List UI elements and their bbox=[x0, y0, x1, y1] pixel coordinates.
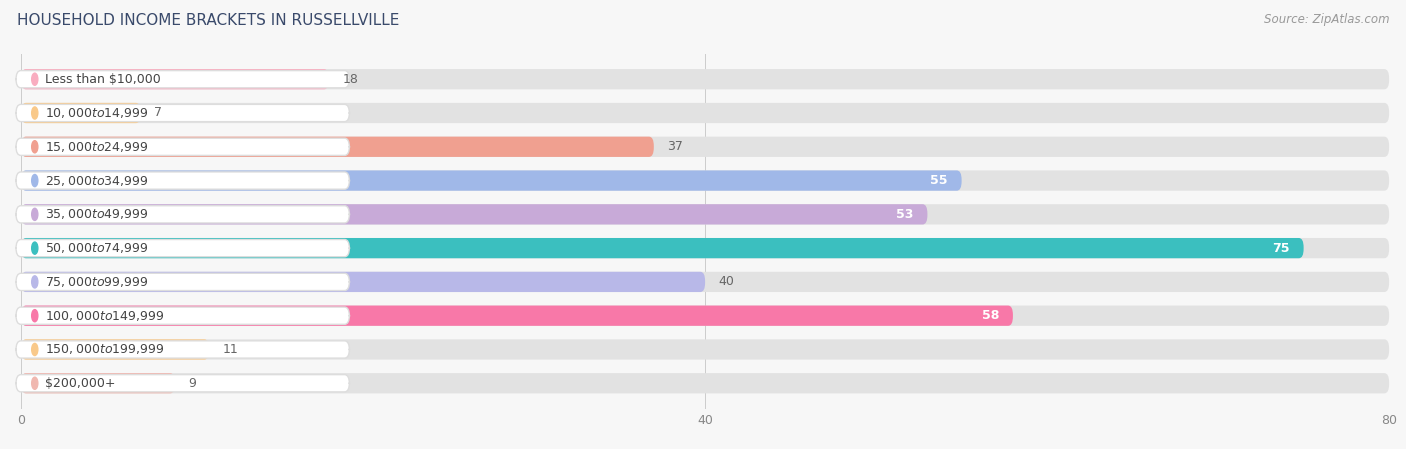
FancyBboxPatch shape bbox=[21, 171, 962, 191]
FancyBboxPatch shape bbox=[21, 339, 1389, 360]
FancyBboxPatch shape bbox=[21, 204, 928, 224]
FancyBboxPatch shape bbox=[21, 69, 329, 89]
Circle shape bbox=[32, 208, 38, 220]
Circle shape bbox=[32, 107, 38, 119]
FancyBboxPatch shape bbox=[21, 373, 1389, 393]
Text: Less than $10,000: Less than $10,000 bbox=[45, 73, 160, 86]
FancyBboxPatch shape bbox=[21, 306, 1012, 326]
FancyBboxPatch shape bbox=[15, 70, 350, 88]
Text: 11: 11 bbox=[224, 343, 239, 356]
Text: 58: 58 bbox=[981, 309, 1000, 322]
Circle shape bbox=[32, 73, 38, 85]
Circle shape bbox=[32, 141, 38, 153]
FancyBboxPatch shape bbox=[21, 272, 706, 292]
FancyBboxPatch shape bbox=[21, 339, 209, 360]
Text: 18: 18 bbox=[343, 73, 359, 86]
FancyBboxPatch shape bbox=[21, 171, 1389, 191]
Text: 9: 9 bbox=[188, 377, 197, 390]
Circle shape bbox=[32, 175, 38, 187]
FancyBboxPatch shape bbox=[21, 238, 1389, 258]
Text: $15,000 to $24,999: $15,000 to $24,999 bbox=[45, 140, 149, 154]
FancyBboxPatch shape bbox=[15, 374, 350, 392]
Text: HOUSEHOLD INCOME BRACKETS IN RUSSELLVILLE: HOUSEHOLD INCOME BRACKETS IN RUSSELLVILL… bbox=[17, 13, 399, 28]
FancyBboxPatch shape bbox=[21, 306, 1389, 326]
FancyBboxPatch shape bbox=[21, 373, 174, 393]
Text: 75: 75 bbox=[1272, 242, 1289, 255]
Circle shape bbox=[32, 242, 38, 254]
Circle shape bbox=[32, 343, 38, 356]
Text: $100,000 to $149,999: $100,000 to $149,999 bbox=[45, 309, 165, 323]
Text: 37: 37 bbox=[668, 140, 683, 153]
FancyBboxPatch shape bbox=[15, 206, 350, 223]
FancyBboxPatch shape bbox=[15, 239, 350, 257]
FancyBboxPatch shape bbox=[15, 172, 350, 189]
FancyBboxPatch shape bbox=[21, 204, 1389, 224]
Circle shape bbox=[32, 310, 38, 322]
FancyBboxPatch shape bbox=[15, 341, 350, 358]
Text: $200,000+: $200,000+ bbox=[45, 377, 115, 390]
FancyBboxPatch shape bbox=[21, 238, 1303, 258]
Text: 40: 40 bbox=[718, 275, 735, 288]
FancyBboxPatch shape bbox=[15, 138, 350, 155]
FancyBboxPatch shape bbox=[15, 273, 350, 291]
FancyBboxPatch shape bbox=[21, 272, 1389, 292]
FancyBboxPatch shape bbox=[21, 103, 1389, 123]
FancyBboxPatch shape bbox=[21, 69, 1389, 89]
FancyBboxPatch shape bbox=[15, 307, 350, 324]
Text: $50,000 to $74,999: $50,000 to $74,999 bbox=[45, 241, 149, 255]
FancyBboxPatch shape bbox=[15, 104, 350, 122]
Text: Source: ZipAtlas.com: Source: ZipAtlas.com bbox=[1264, 13, 1389, 26]
Text: $35,000 to $49,999: $35,000 to $49,999 bbox=[45, 207, 149, 221]
Text: 55: 55 bbox=[931, 174, 948, 187]
Circle shape bbox=[32, 276, 38, 288]
FancyBboxPatch shape bbox=[21, 136, 1389, 157]
Text: 53: 53 bbox=[897, 208, 914, 221]
Text: $25,000 to $34,999: $25,000 to $34,999 bbox=[45, 174, 149, 188]
Text: $75,000 to $99,999: $75,000 to $99,999 bbox=[45, 275, 149, 289]
Text: $150,000 to $199,999: $150,000 to $199,999 bbox=[45, 343, 165, 357]
Circle shape bbox=[32, 377, 38, 389]
FancyBboxPatch shape bbox=[21, 103, 141, 123]
FancyBboxPatch shape bbox=[21, 136, 654, 157]
Text: 7: 7 bbox=[155, 106, 163, 119]
Text: $10,000 to $14,999: $10,000 to $14,999 bbox=[45, 106, 149, 120]
